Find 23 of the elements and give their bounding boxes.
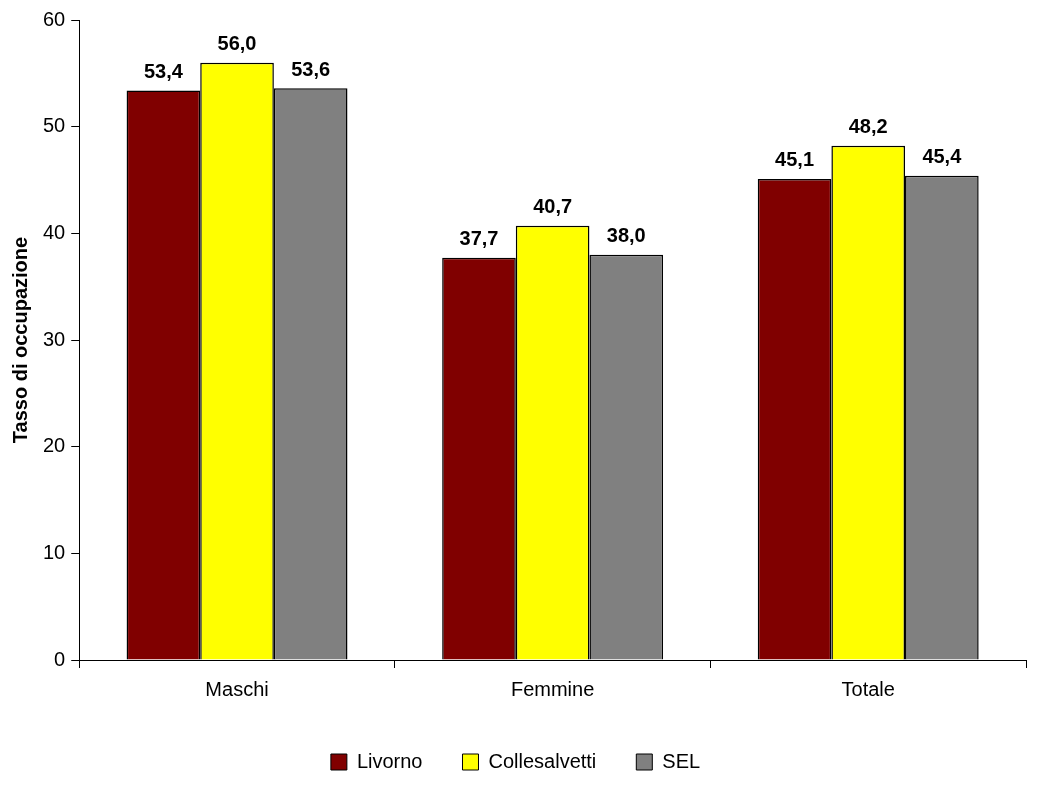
data-label: 40,7 — [533, 195, 573, 218]
y-tick-label: 50 — [43, 114, 66, 137]
y-tick-label: 0 — [54, 647, 66, 670]
y-axis-title: Tasso di occupazione — [8, 236, 31, 444]
data-label: 45,1 — [775, 148, 815, 171]
x-tick-label: Femmine — [510, 677, 595, 700]
data-label: 38,0 — [606, 224, 646, 247]
data-label: 53,4 — [143, 59, 184, 82]
data-label: 37,7 — [459, 227, 499, 250]
x-tick-label: Maschi — [205, 677, 269, 700]
y-tick-label: 10 — [43, 540, 66, 563]
legend-label: SEL — [662, 749, 701, 772]
y-tick-label: 30 — [43, 327, 66, 350]
data-label: 48,2 — [848, 115, 888, 138]
y-tick-label: 60 — [43, 7, 66, 30]
legend-label: Collesalvetti — [488, 749, 597, 772]
y-tick-label: 20 — [43, 434, 66, 457]
legend-label: Livorno — [356, 749, 423, 772]
data-label: 56,0 — [217, 32, 257, 55]
data-label: 45,4 — [922, 145, 963, 168]
data-label: 53,6 — [291, 57, 331, 80]
y-tick-label: 40 — [43, 220, 66, 243]
x-tick-label: Totale — [841, 677, 895, 700]
